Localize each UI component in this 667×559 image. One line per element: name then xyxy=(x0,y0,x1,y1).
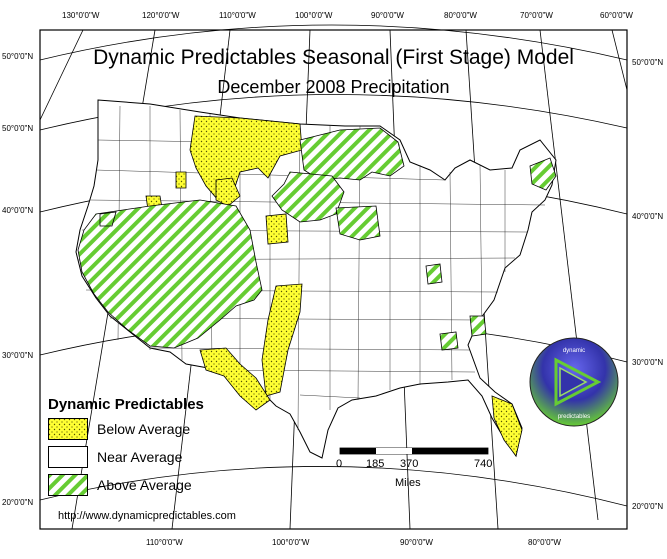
legend-title: Dynamic Predictables xyxy=(48,396,204,413)
tick-left-4: 30°0'0"N xyxy=(2,351,34,360)
tick-top-3: 110°0'0"W xyxy=(219,11,256,20)
tick-bottom-3: 90°0'0"W xyxy=(400,538,433,547)
neatline xyxy=(39,29,628,530)
scale-bar xyxy=(339,447,489,455)
near-average-swatch xyxy=(48,446,88,468)
tick-top-4: 100°0'0"W xyxy=(295,11,333,20)
map-title: Dynamic Predictables Seasonal (First Sta… xyxy=(93,46,574,69)
tick-top-5: 90°0'0"W xyxy=(371,11,404,20)
tick-left-1: 50°0'0"N xyxy=(2,52,34,61)
scale-tick-185: 185 xyxy=(366,458,385,470)
tick-left-3: 40°0'0"N xyxy=(2,206,34,215)
tick-bottom-4: 80°0'0"W xyxy=(528,538,561,547)
tick-top-8: 60°0'0"W xyxy=(600,11,633,20)
play-triangle-logo-icon: dynamic predictables xyxy=(529,337,619,427)
below-average-swatch xyxy=(48,418,88,440)
tick-right-4: 20°0'0"N xyxy=(632,502,664,511)
website-url: http://www.dynamicpredictables.com xyxy=(58,510,236,522)
tick-top-6: 80°0'0"W xyxy=(444,11,477,20)
legend-label-above: Above Average xyxy=(97,477,192,493)
tick-left-5: 20°0'0"N xyxy=(2,498,34,507)
tick-right-1: 50°0'0"N xyxy=(632,58,664,67)
legend-label-below: Below Average xyxy=(97,421,191,437)
scale-tick-370: 370 xyxy=(400,458,419,470)
above-average-regions xyxy=(77,127,557,351)
scale-unit: Miles xyxy=(395,477,421,489)
below-average-regions xyxy=(145,115,523,457)
tick-bottom-2: 100°0'0"W xyxy=(272,538,310,547)
tick-right-2: 40°0'0"N xyxy=(632,212,664,221)
map-subtitle: December 2008 Precipitation xyxy=(217,77,450,97)
tick-top-2: 120°0'0"W xyxy=(142,11,180,20)
tick-bottom-1: 110°0'0"W xyxy=(146,538,183,547)
tick-left-2: 50°0'0"N xyxy=(2,124,34,133)
scale-tick-0: 0 xyxy=(336,458,343,470)
above-average-swatch xyxy=(48,474,88,496)
tick-right-3: 30°0'0"N xyxy=(632,358,664,367)
tick-top-1: 130°0'0"W xyxy=(62,11,100,20)
tick-top-7: 70°0'0"W xyxy=(520,11,553,20)
legend-label-near: Near Average xyxy=(97,449,183,465)
scale-tick-740: 740 xyxy=(474,458,493,470)
logo-text-bottom: predictables xyxy=(558,414,590,420)
logo-text-top: dynamic xyxy=(563,348,585,354)
